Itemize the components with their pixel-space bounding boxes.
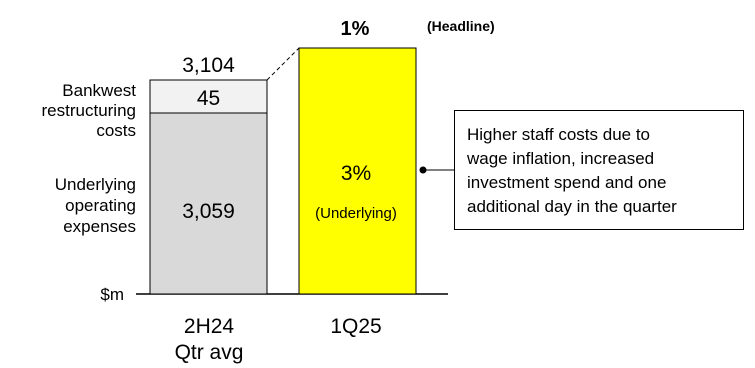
category-label-1q25-line1: 1Q25 (330, 315, 382, 338)
bar-connector-dashed (266, 47, 300, 81)
data-label-total-2h24: 3,104 (182, 54, 235, 77)
callout-line-4: additional day in the quarter (467, 197, 677, 216)
callout-box: Higher staff costs due to wage inflation… (454, 110, 744, 230)
series-label-restructuring-line3: costs (96, 121, 136, 140)
bar-1q25 (298, 47, 417, 295)
underlying-tag-label: (Underlying) (315, 205, 397, 222)
callout-line-1: Higher staff costs due to (467, 125, 651, 144)
series-label-underlying-line3: expenses (63, 217, 136, 236)
category-label-2h24: 2H24 Qtr avg (150, 314, 268, 366)
callout-pointer-dot (419, 166, 427, 174)
series-label-restructuring-line2: restructuring (42, 101, 136, 120)
series-label-underlying-line2: operating (65, 196, 136, 215)
bar-2h24-underlying (149, 112, 268, 295)
series-label-underlying-line1: Underlying (55, 175, 136, 194)
callout-line-3: investment spend and one (467, 173, 667, 192)
series-label-restructuring-line1: Bankwest (62, 81, 136, 100)
category-label-2h24-line1: 2H24 (183, 315, 235, 338)
bar-2h24-restructuring (149, 79, 268, 114)
category-label-2h24-line2: Qtr avg (174, 341, 244, 364)
underlying-growth-label: 3% (341, 162, 371, 185)
category-label-1q25: 1Q25 (297, 314, 415, 340)
unit-label: $m (100, 285, 124, 304)
headline-growth-label: 1% (341, 18, 370, 40)
data-label-restructuring: 45 (197, 87, 220, 110)
callout-line-2: wage inflation, increased (467, 149, 655, 168)
headline-tag-label: (Headline) (427, 18, 495, 34)
data-label-underlying: 3,059 (182, 200, 235, 223)
